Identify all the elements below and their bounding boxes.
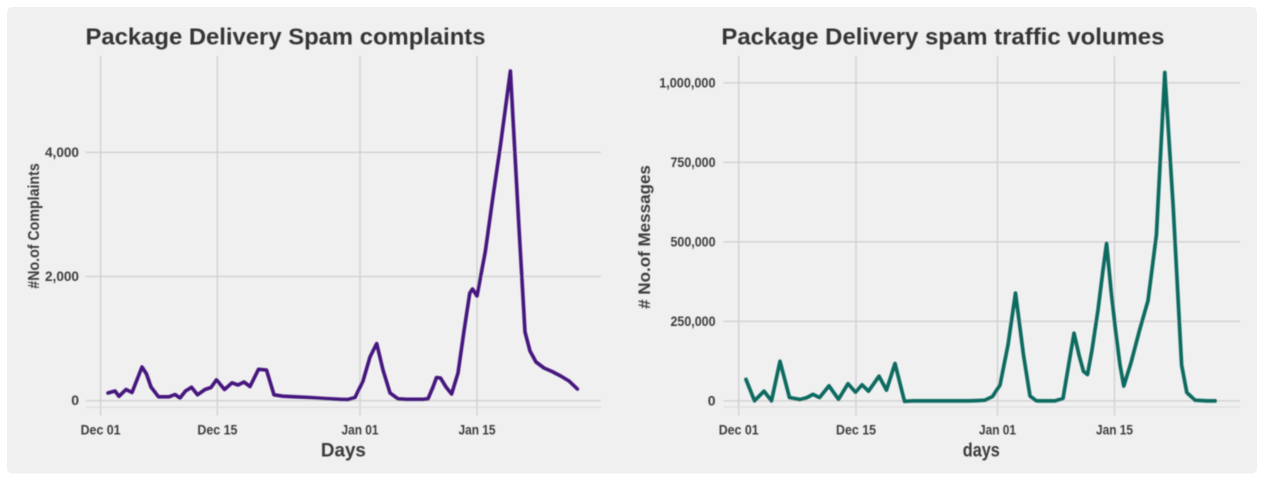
svg-text:Dec 15: Dec 15 — [197, 422, 237, 438]
svg-text:Package Delivery Spam complain: Package Delivery Spam complaints — [86, 24, 486, 50]
svg-text:days: days — [963, 441, 1000, 462]
svg-text:0: 0 — [71, 392, 79, 408]
svg-text:Jan 15: Jan 15 — [459, 422, 496, 438]
svg-text:Days: Days — [321, 440, 366, 461]
svg-text:Package Delivery spam traffic: Package Delivery spam traffic volumes — [721, 24, 1164, 50]
svg-text:Dec 01: Dec 01 — [719, 422, 759, 438]
svg-text:Jan 01: Jan 01 — [979, 422, 1016, 438]
svg-text:250,000: 250,000 — [671, 313, 716, 329]
svg-text:2,000: 2,000 — [45, 268, 79, 284]
svg-text:500,000: 500,000 — [671, 234, 716, 250]
svg-text:750,000: 750,000 — [671, 154, 716, 170]
svg-text:4,000: 4,000 — [45, 144, 79, 160]
svg-text:#No.of Complaints: #No.of Complaints — [26, 163, 43, 288]
svg-text:Jan 01: Jan 01 — [342, 422, 379, 438]
svg-text:# No.of Messages: # No.of Messages — [636, 165, 654, 309]
svg-text:Dec 15: Dec 15 — [836, 422, 876, 438]
svg-text:Dec 01: Dec 01 — [81, 422, 121, 438]
svg-text:0: 0 — [708, 393, 716, 409]
svg-text:1,000,000: 1,000,000 — [659, 75, 715, 91]
svg-text:Jan 15: Jan 15 — [1096, 422, 1133, 438]
